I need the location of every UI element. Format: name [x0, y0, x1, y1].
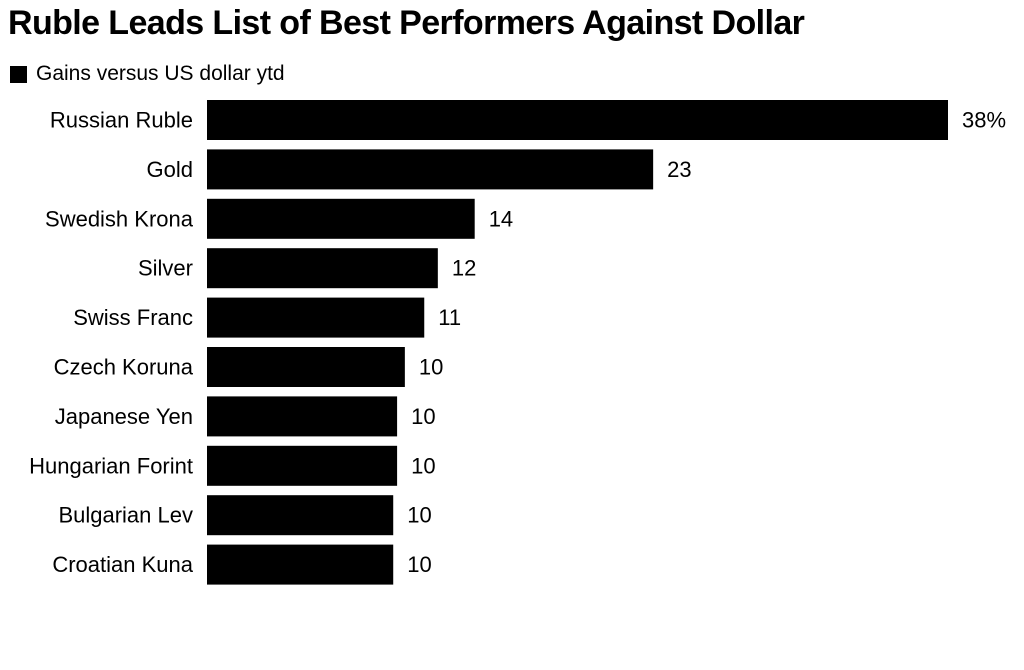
value-label-silver: 12	[452, 256, 476, 281]
value-label-czech-koruna: 10	[419, 355, 443, 380]
value-label-russian-ruble: 38%	[962, 108, 1006, 133]
value-label-hungarian-forint: 10	[411, 453, 435, 478]
value-label-swiss-franc: 11	[438, 305, 461, 330]
category-label-silver: Silver	[138, 256, 193, 281]
legend-swatch	[10, 65, 27, 83]
value-label-bulgarian-lev: 10	[407, 503, 431, 528]
bar-croatian-kuna	[207, 544, 394, 585]
category-label-bulgarian-lev: Bulgarian Lev	[58, 503, 193, 528]
category-label-hungarian-forint: Hungarian Forint	[29, 453, 193, 478]
value-label-gold: 23	[667, 157, 691, 182]
legend-label: Gains versus US dollar ytd	[36, 62, 285, 85]
bar-bulgarian-lev	[207, 495, 394, 536]
bar-russian-ruble	[207, 100, 948, 140]
bar-swedish-krona	[207, 198, 475, 239]
category-label-japanese-yen: Japanese Yen	[55, 404, 193, 429]
bar-czech-koruna	[207, 347, 405, 387]
category-label-croatian-kuna: Croatian Kuna	[52, 552, 193, 577]
value-label-japanese-yen: 10	[411, 404, 435, 429]
value-label-croatian-kuna: 10	[407, 552, 431, 577]
bar-gold	[207, 149, 654, 190]
chart-title: Ruble Leads List of Best Performers Agai…	[8, 4, 805, 42]
category-label-gold: Gold	[147, 157, 193, 182]
category-label-czech-koruna: Czech Koruna	[54, 355, 194, 380]
value-label-swedish-krona: 14	[489, 206, 513, 231]
category-label-russian-ruble: Russian Ruble	[50, 108, 193, 133]
legend: Gains versus US dollar ytd	[10, 60, 285, 88]
bar-silver	[207, 248, 438, 289]
bar-japanese-yen	[207, 396, 398, 437]
category-label-swiss-franc: Swiss Franc	[73, 305, 193, 330]
bar-swiss-franc	[207, 297, 425, 338]
category-label-swedish-krona: Swedish Krona	[45, 206, 194, 231]
bar-hungarian-forint	[207, 445, 398, 486]
